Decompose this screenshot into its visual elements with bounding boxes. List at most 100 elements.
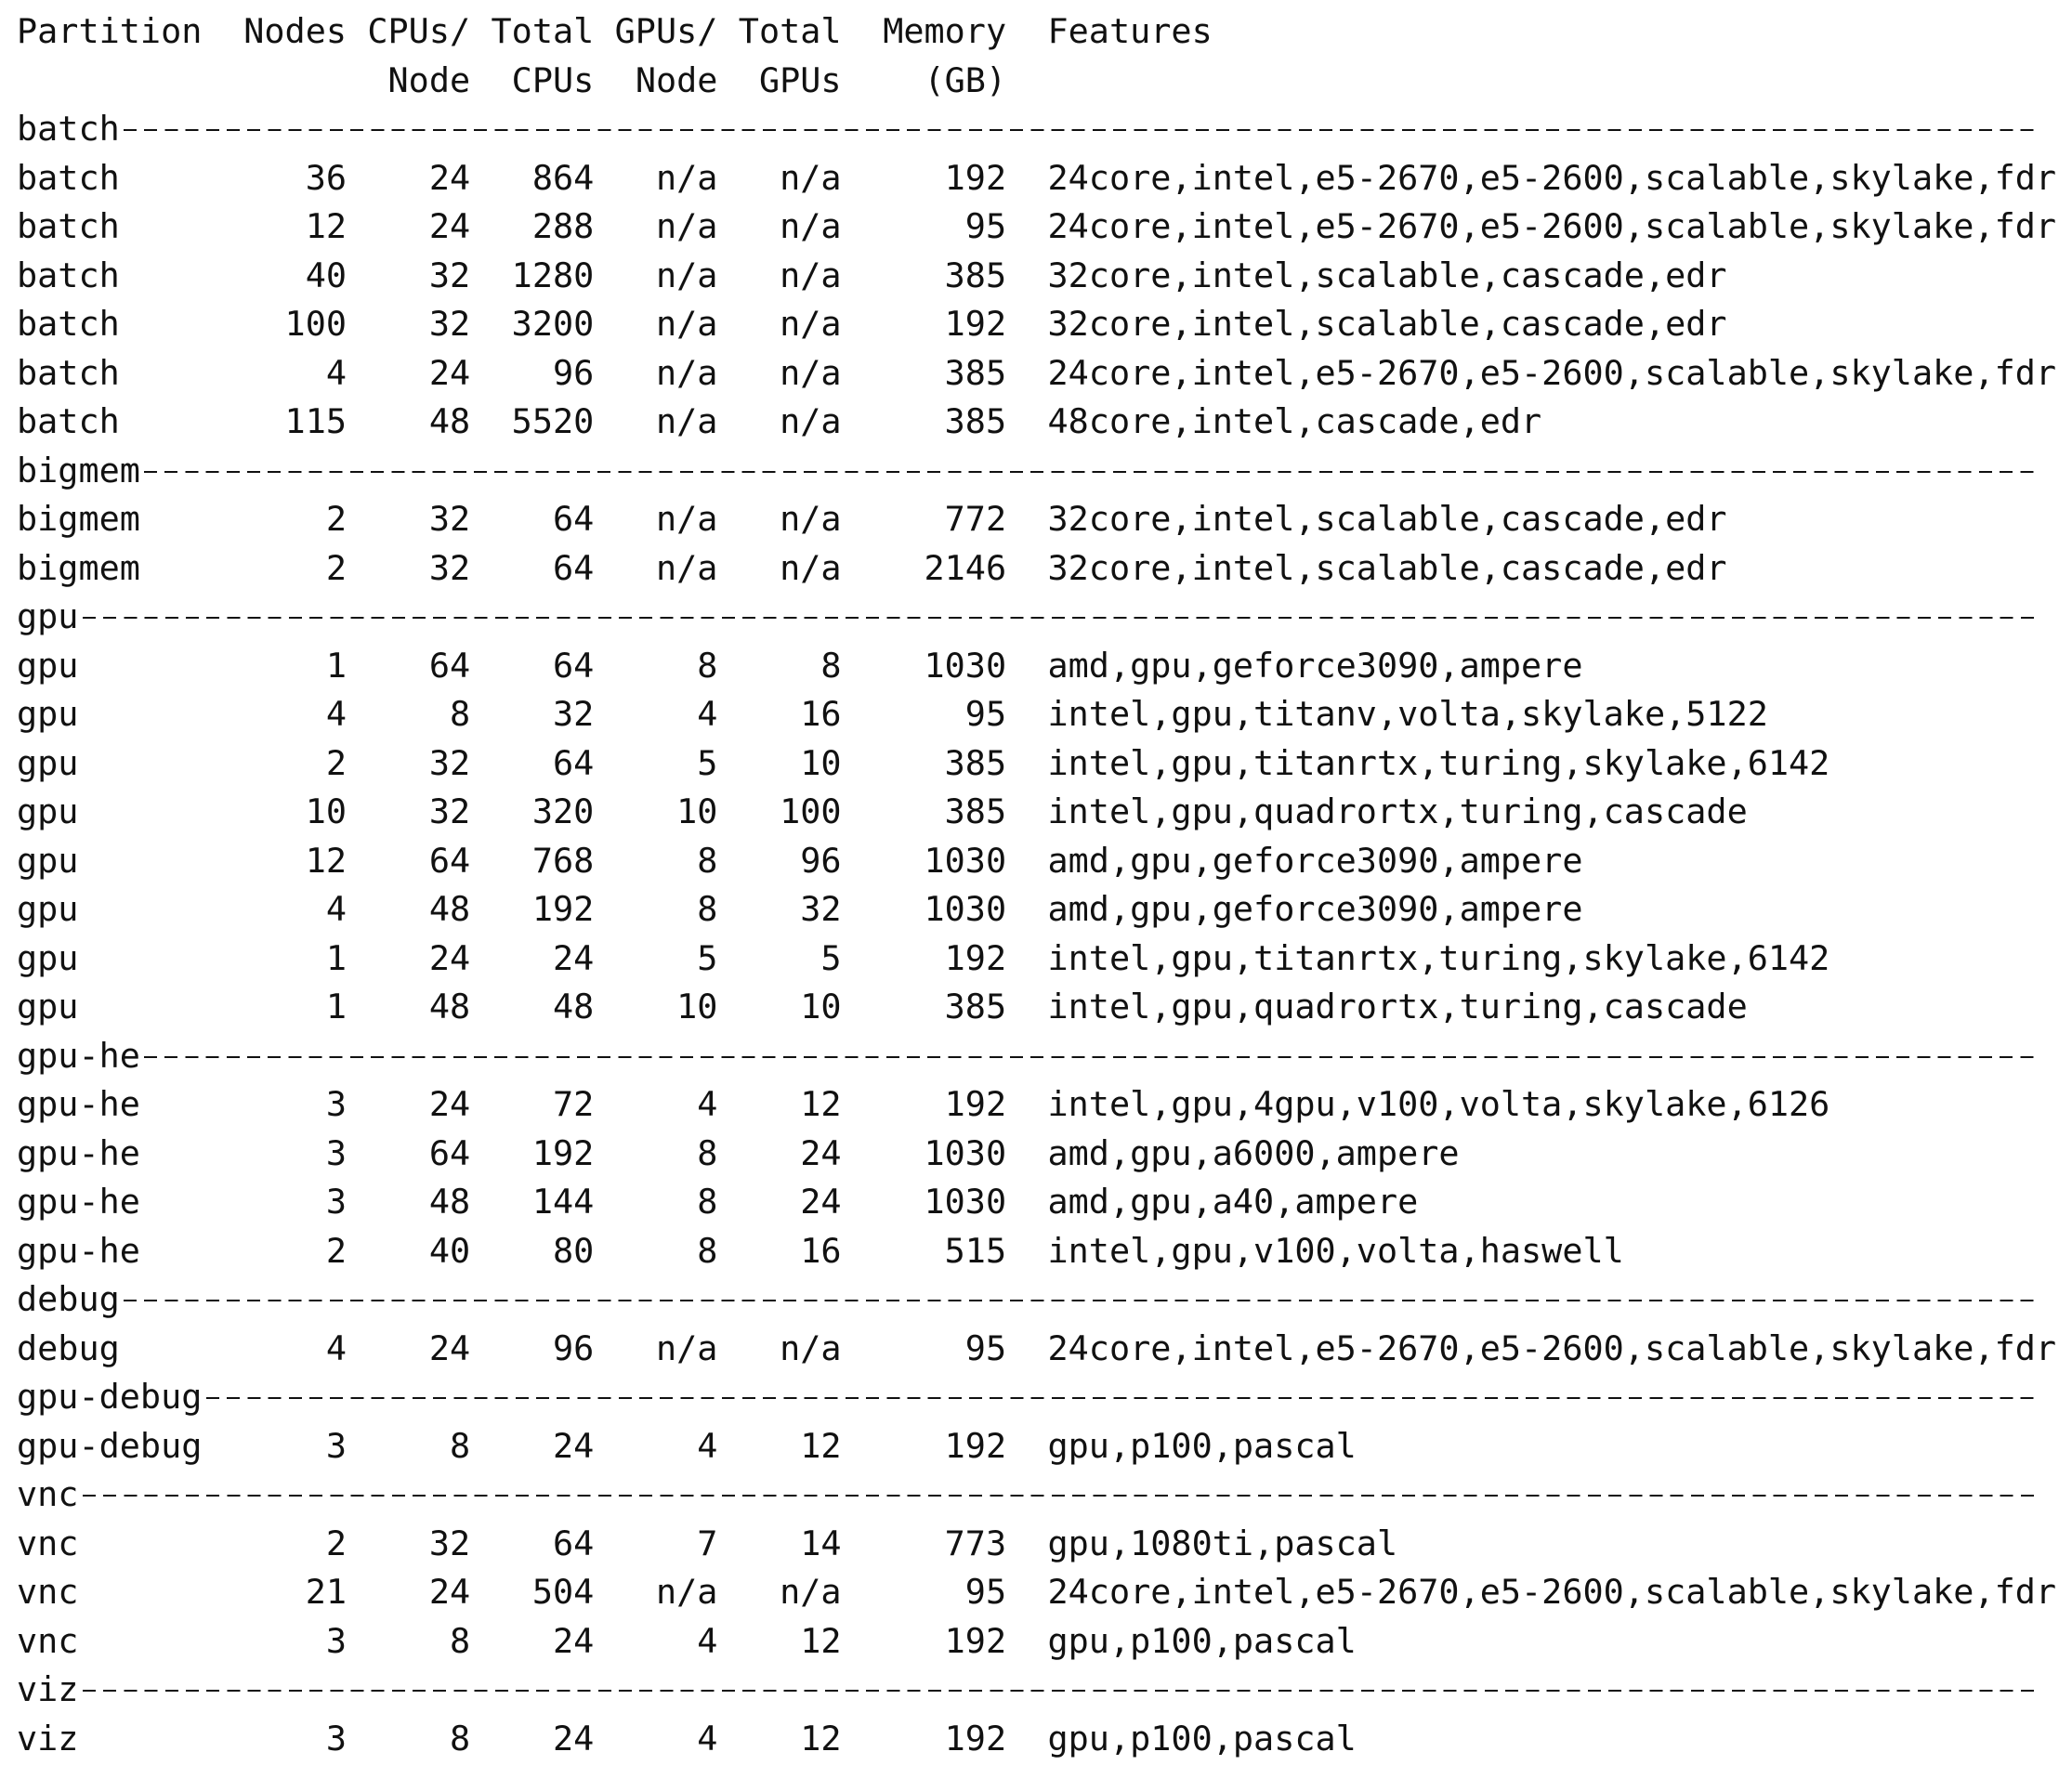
column-header: (GB) (924, 59, 1007, 100)
total-cpus: 80 (552, 1230, 595, 1271)
memory: 385 (944, 401, 1007, 441)
header-row: Node CPUs Node GPUs (GB) (17, 57, 2061, 106)
total-gpus: n/a (780, 401, 842, 441)
features: amd,gpu,geforce3090,ampere (1047, 645, 1583, 686)
gpus-per-node: 4 (697, 1084, 718, 1124)
separator (78, 1690, 2038, 1692)
total-cpus: 64 (552, 1523, 595, 1563)
nodes: 10 (305, 791, 348, 831)
partition: gpu (17, 889, 79, 929)
nodes: 2 (325, 742, 348, 783)
table-row: gpu-he 3 24 72 4 12 192 intel,gpu,4gpu,v100,vol… (17, 1080, 2061, 1130)
total-cpus: 96 (552, 1327, 595, 1368)
features: 48core,intel,cascade,edr (1047, 401, 1542, 441)
nodes: 3 (325, 1182, 348, 1222)
memory: 1030 (924, 840, 1007, 881)
total-cpus: 48 (552, 987, 595, 1026)
memory: 385 (944, 352, 1007, 393)
memory: 192 (944, 1084, 1007, 1124)
partition: batch (17, 255, 120, 295)
total-cpus: 32 (552, 694, 595, 734)
memory: 1030 (924, 889, 1007, 929)
cpus-per-node: 32 (428, 304, 471, 344)
memory: 385 (944, 255, 1007, 295)
nodes: 3 (325, 1132, 348, 1173)
total-cpus: 768 (531, 840, 595, 881)
table-row: gpu-he 3 64 192 8 24 1030 amd,gpu,a6000,ampere (17, 1130, 2061, 1179)
nodes: 12 (305, 206, 348, 246)
group-name: batch (17, 109, 120, 149)
partition: gpu (17, 937, 79, 978)
column-header: CPUs/ (367, 11, 471, 51)
cpus-per-node: 32 (428, 1523, 471, 1563)
memory: 1030 (924, 1182, 1007, 1222)
cpus-per-node: 24 (428, 157, 471, 198)
total-cpus: 3200 (511, 304, 595, 344)
gpus-per-node: n/a (655, 255, 718, 295)
features: 24core,intel,e5-2670,e5-2600,scalable,sk… (1047, 1327, 2057, 1368)
cpus-per-node: 32 (428, 499, 471, 539)
cpus-per-node: 24 (428, 1572, 471, 1612)
total-cpus: 24 (552, 1718, 595, 1758)
partition: batch (17, 352, 120, 393)
total-gpus: 12 (800, 1620, 842, 1661)
nodes: 2 (325, 499, 348, 539)
gpus-per-node: 8 (697, 1230, 718, 1271)
gpus-per-node: 4 (697, 1425, 718, 1466)
total-gpus: n/a (780, 547, 842, 588)
total-gpus: 5 (820, 937, 842, 978)
total-gpus: 16 (800, 694, 842, 734)
column-header: Node (635, 59, 718, 100)
cpus-per-node: 64 (428, 645, 471, 686)
cpus-per-node: 64 (428, 1132, 471, 1173)
gpus-per-node: 4 (697, 1620, 718, 1661)
total-gpus: 10 (800, 987, 842, 1026)
cpus-per-node: 8 (450, 1620, 471, 1661)
separator (140, 470, 2038, 473)
separator (119, 1300, 2038, 1301)
group-name: gpu (17, 596, 79, 636)
total-gpus: 10 (800, 742, 842, 783)
separator (202, 1397, 2038, 1399)
total-gpus: n/a (780, 304, 842, 344)
total-gpus: 100 (780, 791, 842, 831)
nodes: 2 (325, 547, 348, 588)
nodes: 3 (325, 1425, 348, 1466)
table-row: vnc 2 32 64 7 14 773 gpu,1080ti,pascal (17, 1520, 2061, 1569)
partition: batch (17, 157, 120, 198)
partition: batch (17, 304, 120, 344)
partition: bigmem (17, 547, 140, 588)
partition: batch (17, 206, 120, 246)
cpus-per-node: 32 (428, 255, 471, 295)
total-gpus: 24 (800, 1182, 842, 1222)
column-header: CPUs (511, 59, 595, 100)
total-gpus: n/a (780, 206, 842, 246)
gpus-per-node: 8 (697, 1182, 718, 1222)
group-header: gpu (17, 593, 2061, 642)
table-row: vnc 21 24 504 n/a n/a 95 24core,intel,e5-2670,e… (17, 1568, 2061, 1617)
group-header: gpu-he (17, 1032, 2061, 1081)
partition: batch (17, 401, 120, 441)
partition: viz (17, 1718, 79, 1758)
features: intel,gpu,4gpu,v100,volta,skylake,6126 (1047, 1084, 1830, 1124)
table-row: gpu 1 24 24 5 5 192 intel,gpu,titanrtx,turing,s… (17, 935, 2061, 984)
total-cpus: 1280 (511, 255, 595, 295)
partition: vnc (17, 1523, 79, 1563)
total-cpus: 192 (531, 1132, 595, 1173)
gpus-per-node: n/a (655, 304, 718, 344)
gpus-per-node: n/a (655, 499, 718, 539)
partition: gpu-he (17, 1230, 140, 1271)
memory: 192 (944, 1620, 1007, 1661)
features: gpu,1080ti,pascal (1047, 1523, 1398, 1563)
total-gpus: 96 (800, 840, 842, 881)
gpus-per-node: 8 (697, 645, 718, 686)
features: 24core,intel,e5-2670,e5-2600,scalable,sk… (1047, 157, 2057, 198)
partition: vnc (17, 1620, 79, 1661)
cpus-per-node: 8 (450, 1718, 471, 1758)
features: intel,gpu,titanrtx,turing,skylake,6142 (1047, 742, 1830, 783)
nodes: 36 (305, 157, 348, 198)
group-name: gpu-debug (17, 1377, 203, 1417)
features: 32core,intel,scalable,cascade,edr (1047, 547, 1727, 588)
nodes: 1 (325, 645, 348, 686)
